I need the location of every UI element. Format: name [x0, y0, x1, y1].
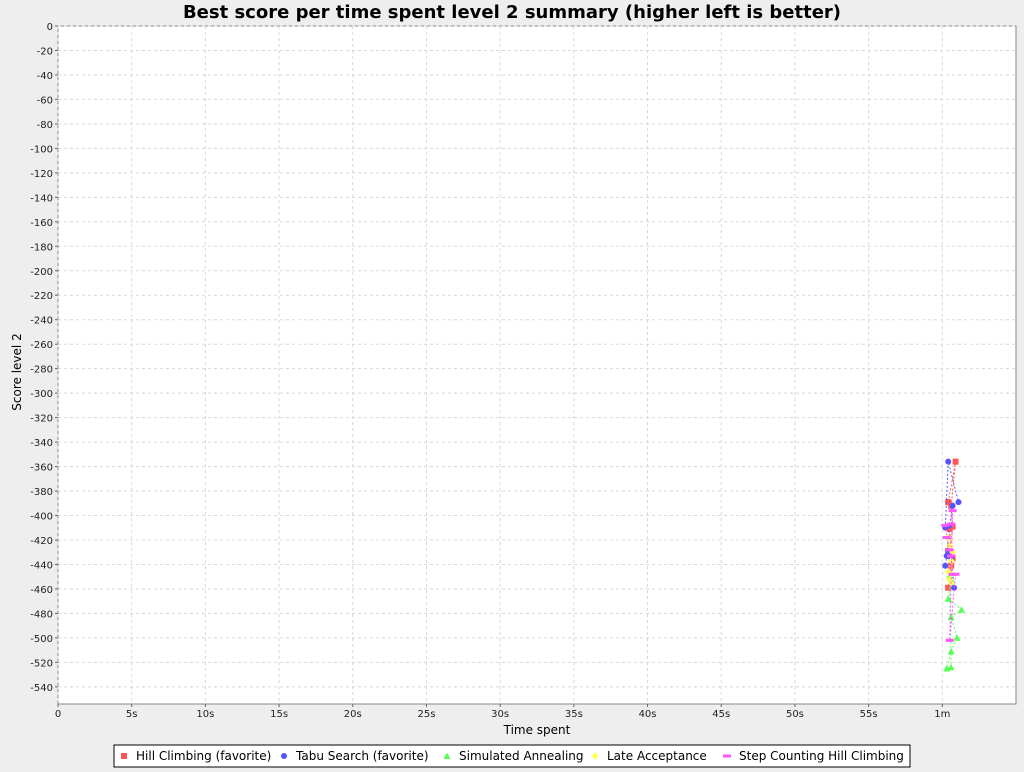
y-tick-label: -20 [37, 46, 53, 57]
data-point [947, 647, 955, 655]
data-point [941, 523, 950, 527]
y-axis-label: Score level 2 [10, 333, 24, 410]
y-tick-label: -480 [30, 609, 53, 620]
y-tick-label: -280 [30, 365, 53, 376]
legend-marker [121, 753, 127, 759]
legend-label: Simulated Annealing [459, 749, 584, 763]
x-tick-label: 40s [639, 709, 657, 720]
x-tick-label: 0 [55, 709, 61, 720]
series-4 [944, 534, 957, 587]
legend-item: Step Counting Hill Climbing [723, 749, 904, 763]
legend-marker [281, 753, 287, 759]
y-tick-label: -320 [30, 414, 53, 425]
data-point [945, 584, 952, 591]
legend-label: Hill Climbing (favorite) [136, 749, 271, 763]
y-tick-label: -120 [30, 169, 53, 180]
y-tick-label: -60 [37, 95, 53, 106]
x-tick-label: 1m [934, 709, 950, 720]
data-point [952, 458, 959, 465]
y-tick-label: -300 [30, 389, 53, 400]
plot-area [57, 25, 1017, 705]
data-point [945, 458, 952, 465]
y-tick-label: -500 [30, 634, 53, 645]
legend-label: Late Acceptance [607, 749, 707, 763]
data-point [957, 606, 965, 613]
data-point [949, 502, 956, 509]
data-point [942, 562, 949, 569]
x-tick-label: 5s [126, 709, 138, 720]
data-point [947, 613, 955, 621]
grid-lines [57, 25, 1016, 704]
data-point [947, 554, 956, 558]
data-point [948, 509, 957, 513]
legend-item: Late Acceptance [591, 749, 707, 763]
x-axis-label: Time spent [503, 723, 571, 737]
y-tick-label: -100 [30, 144, 53, 155]
x-tick-label: 55s [860, 709, 878, 720]
series-5 [941, 509, 960, 642]
series-layer [941, 458, 965, 672]
data-point [946, 525, 953, 532]
y-tick-label: -160 [30, 218, 53, 229]
x-tick-label: 50s [786, 709, 804, 720]
y-tick-label: -140 [30, 193, 53, 204]
data-point [947, 663, 955, 671]
y-tick-label: -360 [30, 463, 53, 474]
x-axis: 0 5s 10s 15s 20s 25s 30s 35s 40s 45s 50s 55s 1m [55, 704, 950, 720]
legend-item: Simulated Annealing [443, 749, 584, 763]
legend-label: Step Counting Hill Climbing [739, 749, 904, 763]
legend-item: Tabu Search (favorite) [281, 749, 429, 763]
y-tick-label: -240 [30, 316, 53, 327]
y-tick-label: -340 [30, 438, 53, 449]
legend-box [113, 744, 911, 768]
legend-item: Hill Climbing (favorite) [121, 749, 271, 763]
chart-title: Best score per time spent level 2 summar… [183, 2, 841, 23]
y-tick-label: -40 [37, 71, 53, 82]
y-tick-label: -520 [30, 658, 53, 669]
data-point [942, 536, 951, 540]
y-tick-label: 0 [47, 22, 53, 33]
y-tick-label: -380 [30, 487, 53, 498]
data-point [951, 584, 958, 591]
y-tick-label: -540 [30, 683, 53, 694]
y-tick-label: -220 [30, 291, 53, 302]
data-point [945, 548, 954, 552]
x-tick-label: 15s [270, 709, 288, 720]
x-tick-label: 20s [344, 709, 362, 720]
y-axis: 0 -20 -40 -60 -80 -100 -120 -140 -160 -180 -200 -22… [30, 22, 58, 694]
legend-marker [723, 754, 731, 758]
data-point [953, 634, 961, 641]
data-point [945, 499, 952, 506]
data-point [944, 595, 952, 602]
y-tick-label: -440 [30, 560, 53, 571]
y-tick-label: -80 [37, 120, 53, 131]
y-tick-label: -180 [30, 242, 53, 253]
legend-marker [591, 752, 599, 760]
data-point [951, 572, 960, 576]
data-point [945, 638, 954, 642]
y-tick-label: -200 [30, 267, 53, 278]
x-tick-label: 10s [196, 709, 214, 720]
x-tick-label: 30s [491, 709, 509, 720]
x-tick-label: 25s [417, 709, 435, 720]
data-point [955, 499, 962, 506]
y-tick-label: -460 [30, 585, 53, 596]
x-tick-label: 35s [565, 709, 583, 720]
legend: Hill Climbing (favorite) Tabu Search (fav… [113, 744, 911, 768]
y-tick-label: -260 [30, 340, 53, 351]
y-tick-label: -420 [30, 536, 53, 547]
x-tick-label: 45s [712, 709, 730, 720]
data-point [947, 522, 956, 526]
data-point [946, 542, 954, 550]
legend-marker [443, 752, 451, 759]
legend-label: Tabu Search (favorite) [295, 749, 429, 763]
y-tick-label: -400 [30, 512, 53, 523]
